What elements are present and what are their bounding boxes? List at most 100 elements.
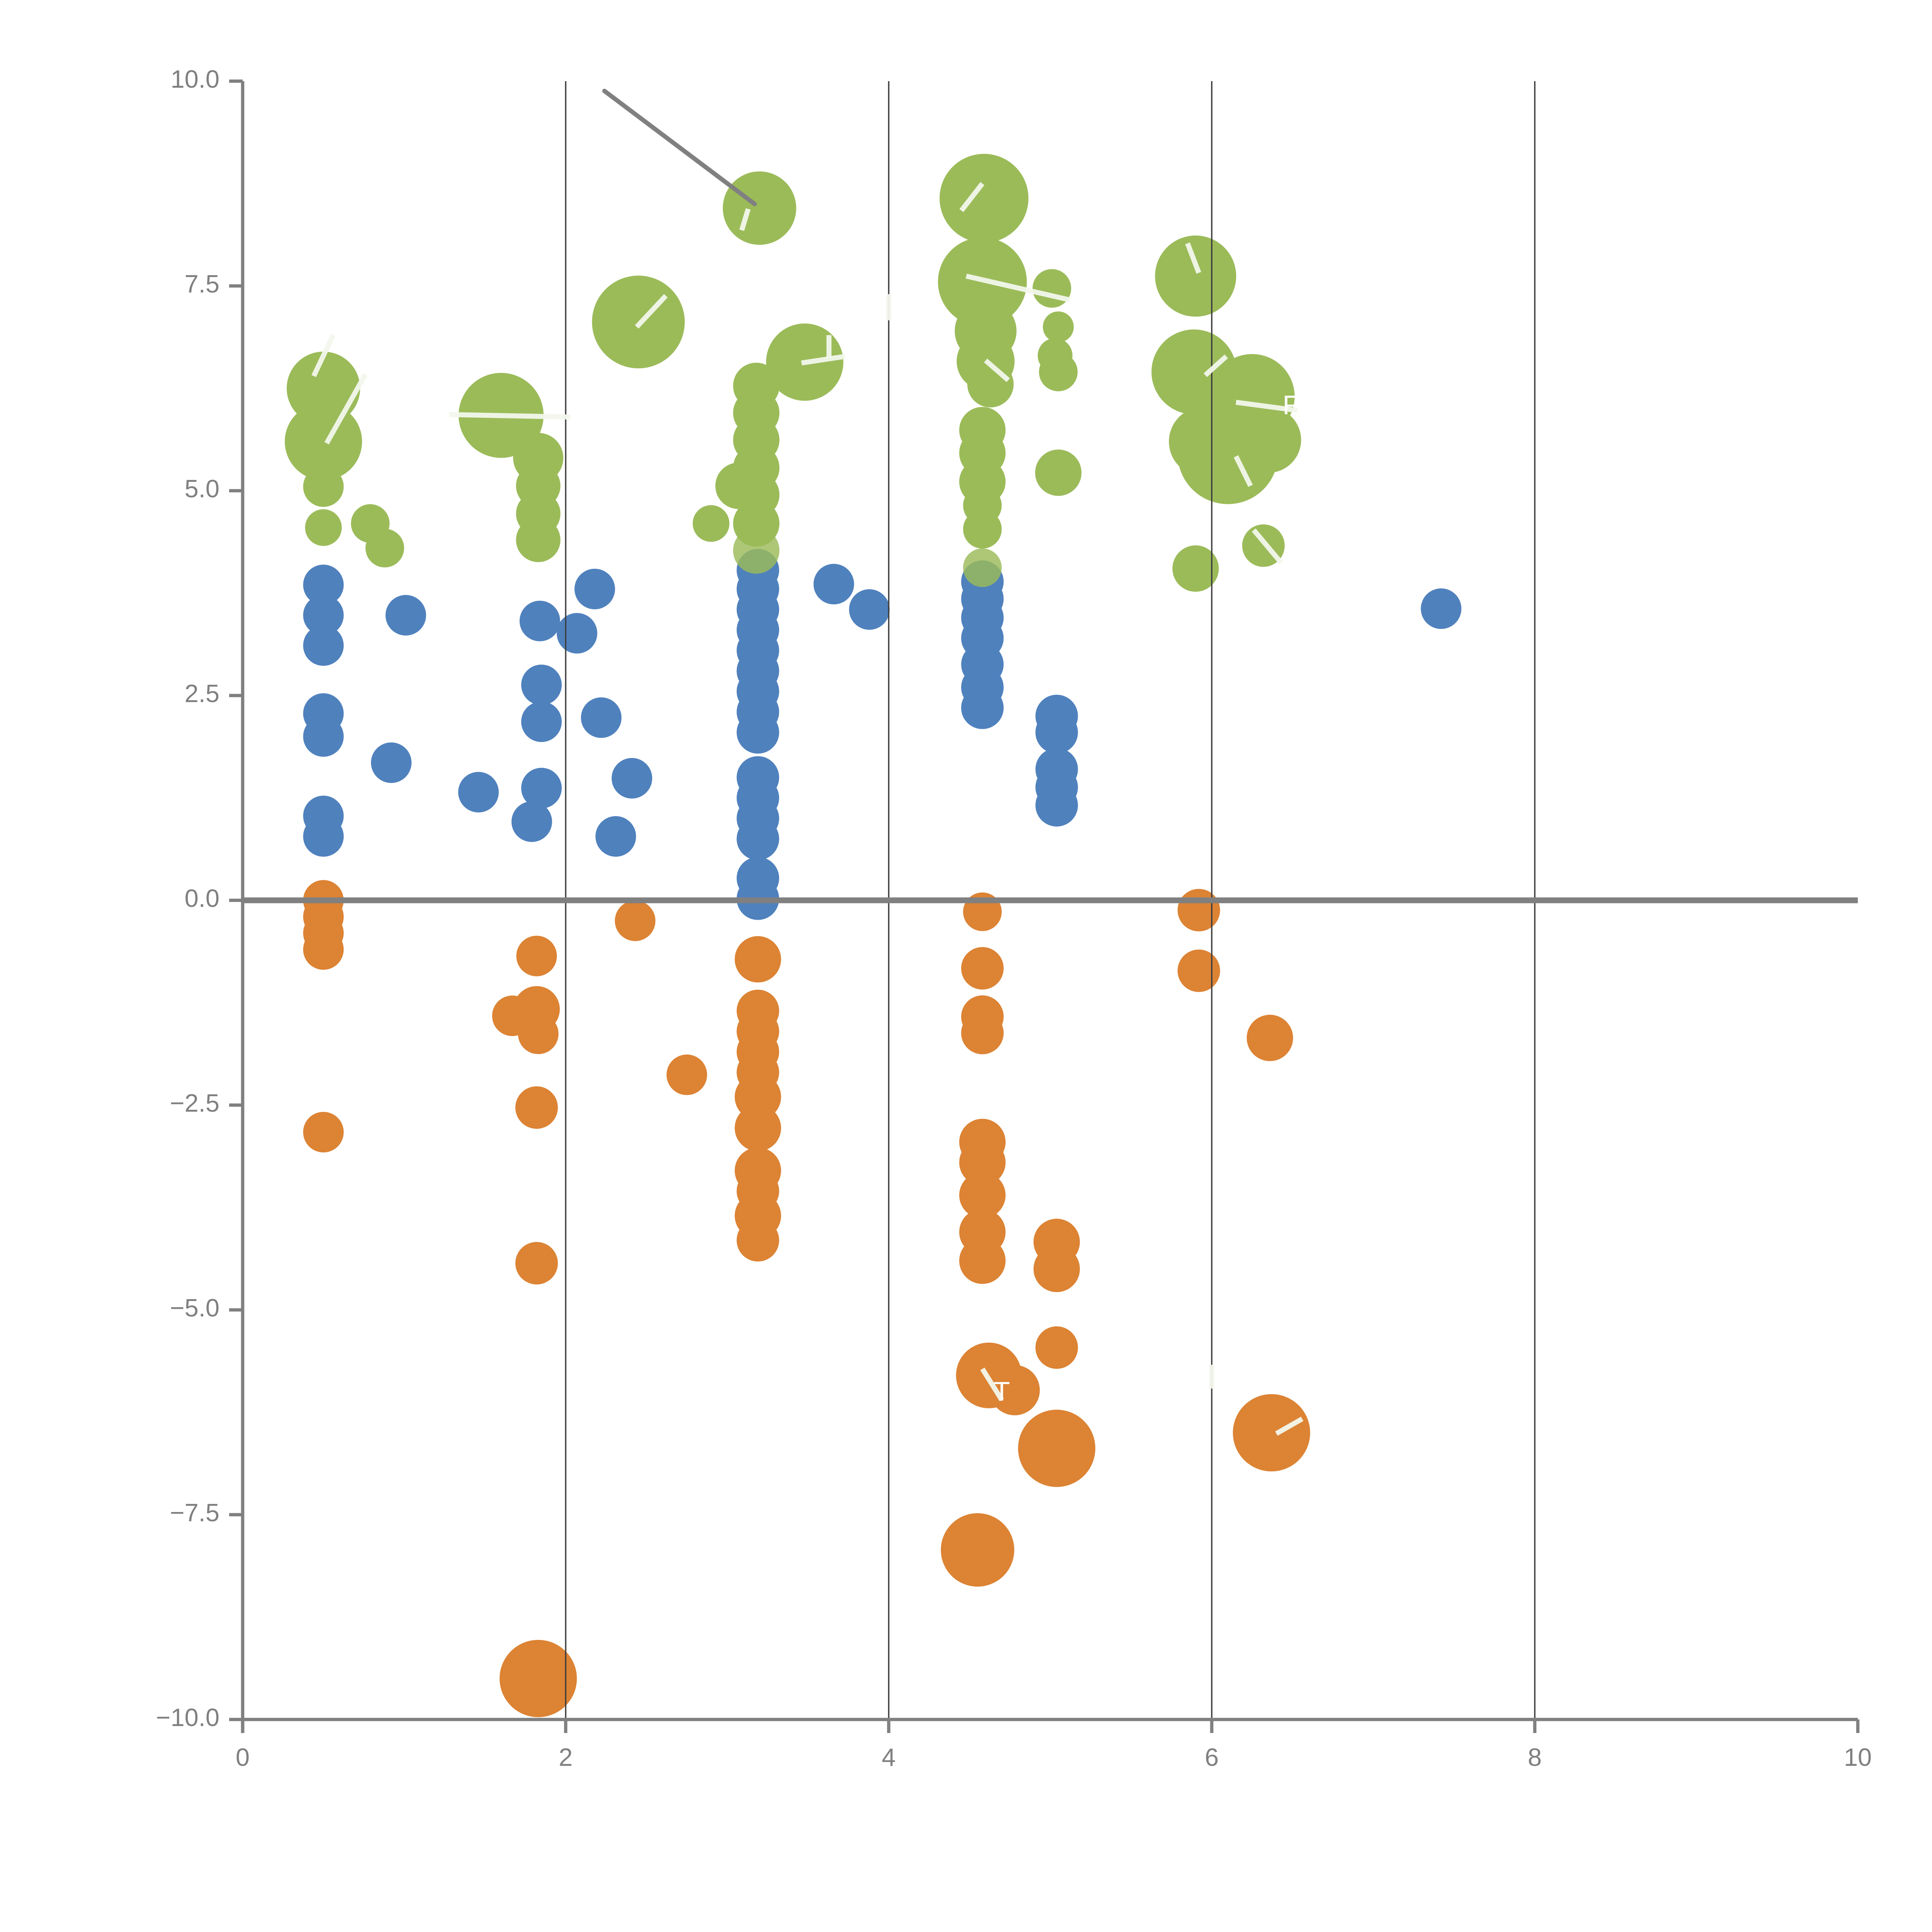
blue-bubble bbox=[736, 711, 779, 754]
blue-bubble bbox=[849, 589, 890, 630]
blue-bubble bbox=[961, 686, 1004, 729]
orange-bubble bbox=[1033, 1246, 1080, 1292]
blue-bubble bbox=[611, 758, 652, 799]
blue-bubble bbox=[1421, 588, 1462, 629]
blue-bubble bbox=[595, 816, 636, 857]
annotation-layer bbox=[602, 88, 757, 206]
orange-bubble bbox=[516, 935, 557, 976]
blue-bubble bbox=[556, 613, 597, 654]
blue-bubble bbox=[511, 801, 552, 842]
y-tick-label: 10.0 bbox=[170, 65, 219, 93]
green-bubble bbox=[305, 509, 342, 546]
orange-bubble bbox=[1233, 1394, 1310, 1471]
orange-bubble bbox=[1018, 1410, 1095, 1487]
orange-bubble bbox=[959, 1139, 1006, 1186]
orange-bubble bbox=[1247, 1015, 1293, 1061]
white-glyph-F: F bbox=[1282, 390, 1299, 420]
orange-bubble bbox=[961, 1012, 1004, 1054]
y-tick-label: −2.5 bbox=[170, 1089, 219, 1117]
green-bubble bbox=[692, 505, 730, 542]
orange-bubble bbox=[735, 936, 781, 983]
y-tick-label: 2.5 bbox=[185, 679, 219, 707]
orange-bubble bbox=[959, 1237, 1006, 1284]
blue-bubble bbox=[1035, 711, 1078, 754]
bubbles-layer bbox=[285, 154, 1462, 1717]
white-spoke-mark bbox=[1233, 455, 1253, 487]
y-tick-label: −5.0 bbox=[170, 1294, 219, 1322]
green-bubble bbox=[1172, 545, 1219, 592]
annotation-line bbox=[602, 88, 757, 206]
white-spoke-mark bbox=[1185, 242, 1201, 274]
x-tick-label: 2 bbox=[559, 1743, 573, 1771]
y-tick-label: 0.0 bbox=[185, 884, 219, 912]
green-bubble bbox=[723, 171, 796, 245]
green-bubble bbox=[1169, 406, 1239, 476]
white-spoke-mark bbox=[1235, 400, 1298, 413]
orange-bubble bbox=[667, 1054, 707, 1095]
blue-bubble bbox=[1035, 784, 1078, 827]
blue-bubble bbox=[581, 697, 622, 738]
orange-bubble bbox=[515, 1242, 558, 1285]
axes-layer: 10.0 7.5 5.0 2.5 0.0 −2.5 −5.0 −7.5 −10.0 0 2 4 6 8 10 bbox=[156, 65, 1872, 1771]
blue-bubble bbox=[303, 716, 344, 757]
orange-bubble bbox=[990, 1365, 1040, 1415]
y-tick-label: 7.5 bbox=[185, 270, 219, 298]
white-spoke-mark bbox=[1203, 354, 1228, 377]
green-bubble bbox=[516, 517, 561, 562]
green-bubble bbox=[365, 529, 404, 568]
white-spoke-mark bbox=[980, 1367, 1004, 1401]
blue-bubble bbox=[521, 768, 562, 809]
white-spoke-mark bbox=[311, 334, 335, 377]
white-spoke-mark bbox=[635, 294, 668, 329]
orange-bubble bbox=[940, 1513, 1014, 1587]
blue-bubble bbox=[303, 816, 344, 857]
x-tick-label: 4 bbox=[882, 1743, 896, 1771]
white-spoke-mark bbox=[324, 373, 368, 445]
blue-bubble bbox=[736, 818, 779, 860]
x-tick-label: 10 bbox=[1844, 1743, 1872, 1771]
orange-bubble bbox=[1177, 889, 1220, 932]
orange-bubble bbox=[303, 929, 344, 970]
blue-bubble bbox=[813, 564, 854, 605]
blue-bubble bbox=[303, 565, 344, 605]
blue-bubble bbox=[519, 600, 560, 641]
green-bubble bbox=[1043, 311, 1074, 342]
orange-bubble bbox=[735, 1105, 781, 1151]
white-spoke-mark bbox=[1252, 528, 1283, 565]
blue-bubble bbox=[574, 568, 615, 609]
white-spoke-mark bbox=[1275, 1417, 1304, 1436]
white-glyph-T: T bbox=[993, 1376, 1010, 1406]
blue-bubble bbox=[385, 595, 426, 636]
green-bubble bbox=[733, 527, 780, 574]
x-tick-label: 6 bbox=[1205, 1743, 1219, 1771]
orange-bubble bbox=[499, 1640, 577, 1717]
y-tick-label: 5.0 bbox=[185, 474, 219, 503]
white-spoke-mark bbox=[959, 182, 985, 212]
x-tick-label: 8 bbox=[1528, 1743, 1542, 1771]
orange-bubble bbox=[518, 1014, 559, 1054]
green-bubble bbox=[939, 154, 1029, 243]
orange-bubble bbox=[1035, 1326, 1078, 1369]
orange-bubble bbox=[615, 900, 656, 941]
white-spoke-mark bbox=[739, 208, 751, 231]
blue-bubble bbox=[521, 664, 562, 705]
blue-bubble bbox=[303, 595, 344, 636]
green-bubble bbox=[1155, 235, 1236, 317]
green-bubble bbox=[963, 548, 1002, 587]
y-tick-label: −10.0 bbox=[156, 1703, 219, 1731]
white-spoke-mark bbox=[449, 412, 571, 420]
white-spoke-mark bbox=[984, 359, 1010, 382]
orange-bubble bbox=[515, 1086, 558, 1129]
green-bubble bbox=[1035, 449, 1082, 496]
white-marks-layer: TF bbox=[311, 182, 1304, 1436]
blue-bubble bbox=[303, 625, 344, 666]
orange-bubble bbox=[1177, 949, 1220, 992]
orange-bubble bbox=[736, 1219, 779, 1262]
orange-bubble bbox=[961, 947, 1004, 990]
green-bubble bbox=[287, 352, 360, 425]
blue-bubble bbox=[458, 772, 499, 813]
green-bubble bbox=[303, 466, 344, 507]
white-spoke-mark bbox=[801, 354, 846, 366]
orange-bubble bbox=[303, 1112, 344, 1153]
